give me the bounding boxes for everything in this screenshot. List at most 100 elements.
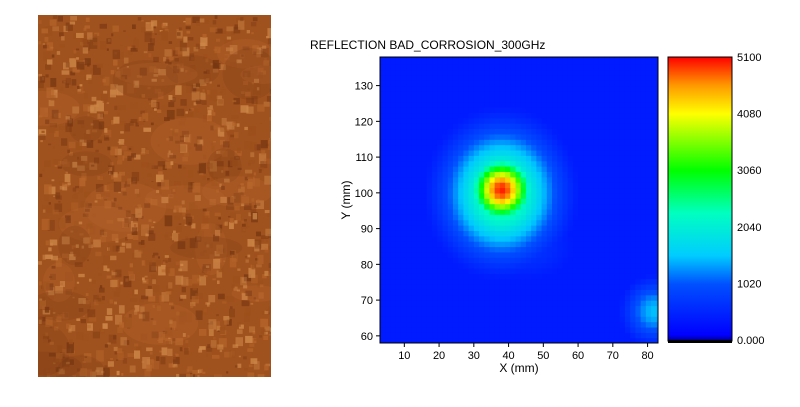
rust-speck [268,262,271,268]
heatmap-cell [484,262,491,269]
heatmap-cell [499,139,506,146]
heatmap-cell [520,257,527,264]
rust-speck [207,110,212,116]
heatmap-cell [656,321,658,328]
rust-speck [76,318,81,321]
rust-speck [77,158,83,165]
heatmap-cell [531,144,537,151]
heatmap-cell [400,187,407,194]
heatmap-cell [437,208,444,215]
heatmap-cell [609,198,616,205]
rust-speck [214,15,218,19]
heatmap-cell [572,155,579,162]
heatmap-cell [494,294,501,301]
heatmap-cell [390,251,397,258]
rust-speck [175,329,178,331]
rust-speck [94,34,98,38]
heatmap-cell [411,128,418,135]
heatmap-cell [645,74,652,81]
heatmap-cell [421,58,428,65]
heatmap-cell [447,155,454,162]
rust-speck [152,320,157,326]
rust-speck [79,177,86,187]
heatmap-cell [510,107,517,114]
heatmap-cell [609,310,616,317]
heatmap-cell [452,58,459,65]
heatmap-cell [588,326,595,333]
rust-speck [211,346,220,356]
heatmap-cell [380,241,386,248]
heatmap-cell [546,123,553,130]
heatmap-cell [572,160,579,167]
heatmap-cell [406,69,412,76]
heatmap-cell [510,246,517,253]
heatmap-cell [406,305,412,312]
heatmap-cell [635,214,642,221]
heatmap-cell [630,155,637,162]
heatmap-cell [546,332,553,339]
heatmap-cell [390,57,397,60]
heatmap-cell [515,64,522,71]
heatmap-cell [400,257,407,264]
heatmap-cell [572,241,579,248]
heatmap-cell [531,278,537,285]
heatmap-cell [640,332,647,339]
heatmap-cell [619,241,626,248]
heatmap-cell [390,160,397,167]
heatmap-cell [531,316,537,323]
heatmap-cell [426,321,433,328]
heatmap-cells [380,57,658,343]
heatmap-cell [489,101,496,108]
heatmap-cell [380,182,386,189]
heatmap-cell [505,305,511,312]
heatmap-cell [385,251,392,258]
heatmap-cell [411,278,418,285]
heatmap-cell [583,214,590,221]
heatmap-cell [489,267,496,274]
heatmap-cell [546,326,553,333]
rust-speck [110,146,118,156]
heatmap-cell [468,101,475,108]
heatmap-cell [411,337,418,343]
heatmap-cell [598,326,605,333]
heatmap-cell [515,208,522,215]
heatmap-cell [406,160,412,167]
heatmap-cell [651,267,657,274]
heatmap-cell [531,64,537,71]
heatmap-cell [505,310,511,317]
heatmap-cell [604,214,610,221]
heatmap-cell [567,273,574,280]
rust-speck [38,80,44,89]
heatmap-cell [593,128,600,135]
heatmap-cell [505,128,511,135]
heatmap-cell [624,85,631,92]
rust-speck [49,19,57,26]
rust-speck [148,98,152,101]
heatmap-cell [525,139,532,146]
heatmap-cell [552,235,558,242]
rust-speck [230,134,235,138]
rust-speck [204,242,207,245]
heatmap-cell [567,64,574,71]
heatmap-cell [609,267,616,274]
heatmap-cell [552,90,558,97]
heatmap-cell [473,117,480,124]
heatmap-cell [489,80,496,87]
heatmap-cell [385,192,392,199]
heatmap-cell [614,160,621,167]
heatmap-cell [416,128,423,135]
heatmap-cell [452,300,459,307]
heatmap-cell [598,289,605,296]
heatmap-cell [416,85,423,92]
heatmap-cell [619,305,626,312]
heatmap-cell [380,284,386,290]
rust-speck [112,245,120,252]
heatmap-cell [656,187,658,194]
heatmap-cell [531,284,537,290]
heatmap-cell [505,235,511,242]
heatmap-cell [546,214,553,221]
heatmap-cell [588,321,595,328]
rust-speck [146,359,154,369]
heatmap-cell [536,225,543,231]
rust-speck [264,371,271,377]
